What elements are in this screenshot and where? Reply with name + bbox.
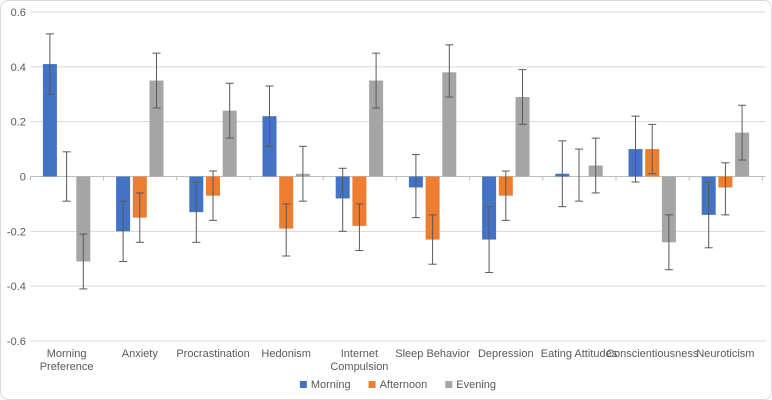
error-bar-evening-depression (518, 69, 527, 125)
category-label-anxiety: Anxiety (122, 348, 159, 360)
error-bar-morning-depression (485, 206, 494, 273)
bar-morning-morning-preference (42, 64, 57, 177)
bar-evening-depression (515, 96, 530, 177)
error-bar-evening-morning-preference (79, 233, 88, 290)
error-bar-morning-procrastination (192, 181, 201, 243)
y-tick-label: -0.4 (7, 281, 26, 293)
error-bar-afternoon-morning-preference (62, 151, 71, 202)
category-label-conscientiousness: Conscientiousness (606, 348, 699, 360)
error-bar-afternoon-depression (501, 170, 510, 221)
error-bar-afternoon-procrastination (209, 170, 217, 221)
error-bar-evening-neuroticism (738, 104, 747, 161)
error-bar-afternoon-eating-attitudes (575, 148, 583, 202)
bar-evening-morning-preference (76, 176, 91, 262)
category-label-procrastination: Procrastination (176, 348, 249, 360)
bar-evening-anxiety (149, 80, 164, 177)
error-bar-afternoon-hedonism (282, 203, 291, 257)
error-bar-evening-hedonism (298, 145, 307, 202)
bar-evening-internet-compulsion (369, 80, 384, 177)
y-tick-label: 0.2 (11, 117, 26, 129)
error-bar-evening-internet-compulsion (372, 52, 381, 109)
error-bar-afternoon-internet-compulsion (355, 203, 364, 252)
error-bar-morning-hedonism (265, 85, 274, 147)
error-bar-afternoon-conscientiousness (648, 123, 657, 175)
category-label-morning-preference: Morning Preference (40, 348, 94, 373)
error-bar-morning-neuroticism (704, 181, 713, 249)
error-bar-afternoon-sleep-behavior (428, 214, 437, 265)
error-bar-evening-eating-attitudes (591, 137, 600, 194)
y-tick-label: 0 (20, 172, 26, 184)
error-bar-evening-anxiety (152, 52, 161, 109)
bar-afternoon-sleep-behavior (425, 176, 440, 240)
error-bar-morning-conscientiousness (631, 115, 640, 183)
legend-label-morning: Morning (311, 379, 351, 391)
bar-afternoon-hedonism (279, 176, 294, 229)
y-tick-label: -0.2 (7, 226, 26, 238)
error-bar-evening-conscientiousness (664, 214, 673, 271)
legend-label-evening: Evening (456, 379, 496, 391)
bar-evening-sleep-behavior (442, 72, 457, 177)
legend-swatch-morning (299, 381, 307, 388)
y-tick-label: -0.6 (7, 336, 26, 348)
error-bar-morning-sleep-behavior (411, 154, 420, 219)
category-label-internet-compulsion: Internet Compulsion (330, 348, 388, 373)
error-bar-morning-internet-compulsion (338, 167, 347, 232)
error-bar-morning-morning-preference (45, 33, 54, 95)
bar-evening-conscientiousness (661, 176, 676, 243)
error-bar-morning-eating-attitudes (558, 140, 567, 208)
category-label-depression: Depression (478, 348, 534, 360)
error-bar-evening-procrastination (225, 82, 234, 139)
legend-swatch-afternoon (368, 381, 376, 388)
legend: Morning Afternoon Evening (299, 379, 496, 391)
y-tick-label: 0.4 (11, 62, 26, 74)
error-bar-morning-anxiety (119, 200, 128, 262)
error-bar-afternoon-anxiety (135, 192, 144, 243)
error-bar-evening-sleep-behavior (445, 44, 454, 98)
error-bar-afternoon-neuroticism (721, 162, 730, 216)
bar-evening-procrastination (222, 110, 237, 177)
legend-swatch-evening (445, 381, 453, 388)
category-label-hedonism: Hedonism (261, 348, 311, 360)
category-label-neuroticism: Neuroticism (696, 348, 754, 360)
category-label-eating-attitudes: Eating Attitudes (541, 348, 618, 360)
legend-label-afternoon: Afternoon (380, 379, 428, 391)
y-tick-label: 0.6 (11, 7, 26, 19)
category-label-sleep-behavior: Sleep Behavior (395, 348, 470, 360)
bar-afternoon-internet-compulsion (352, 176, 367, 226)
